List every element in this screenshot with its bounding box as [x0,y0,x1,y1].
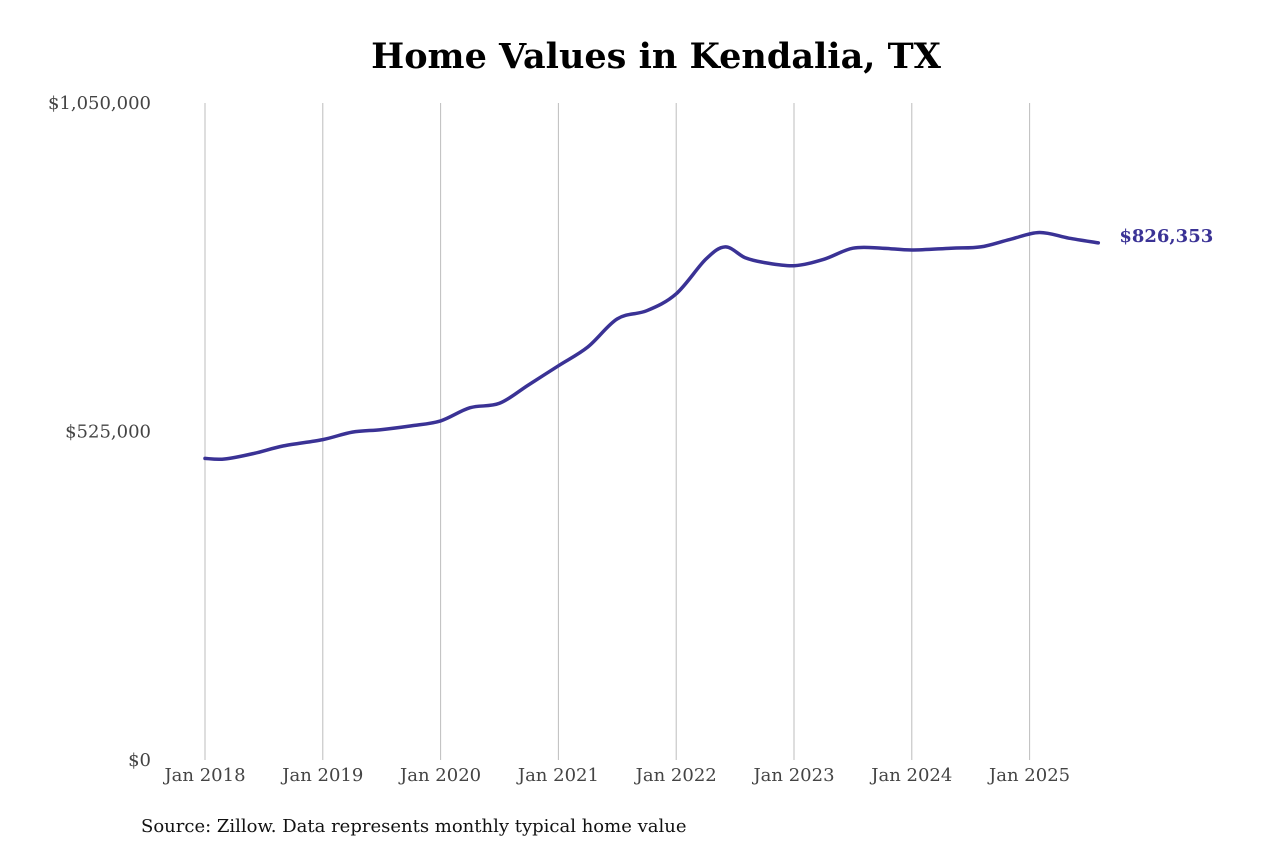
x-tick-label: Jan 2025 [987,765,1070,786]
x-tick-label: Jan 2020 [398,765,481,786]
y-tick-label: $0 [128,750,151,771]
x-tick-label: Jan 2023 [751,765,834,786]
end-value-label: $826,353 [1119,226,1213,247]
chart-title: Home Values in Kendalia, TX [371,36,941,77]
x-tick-label: Jan 2022 [634,765,717,786]
source-note: Source: Zillow. Data represents monthly … [141,816,687,837]
x-tick-label: Jan 2018 [162,765,245,786]
x-tick-label: Jan 2024 [869,765,952,786]
y-tick-label: $1,050,000 [48,93,151,114]
x-tick-label: Jan 2019 [280,765,363,786]
y-tick-label: $525,000 [65,422,151,443]
series-line [203,230,1101,462]
x-tick-label: Jan 2021 [516,765,599,786]
